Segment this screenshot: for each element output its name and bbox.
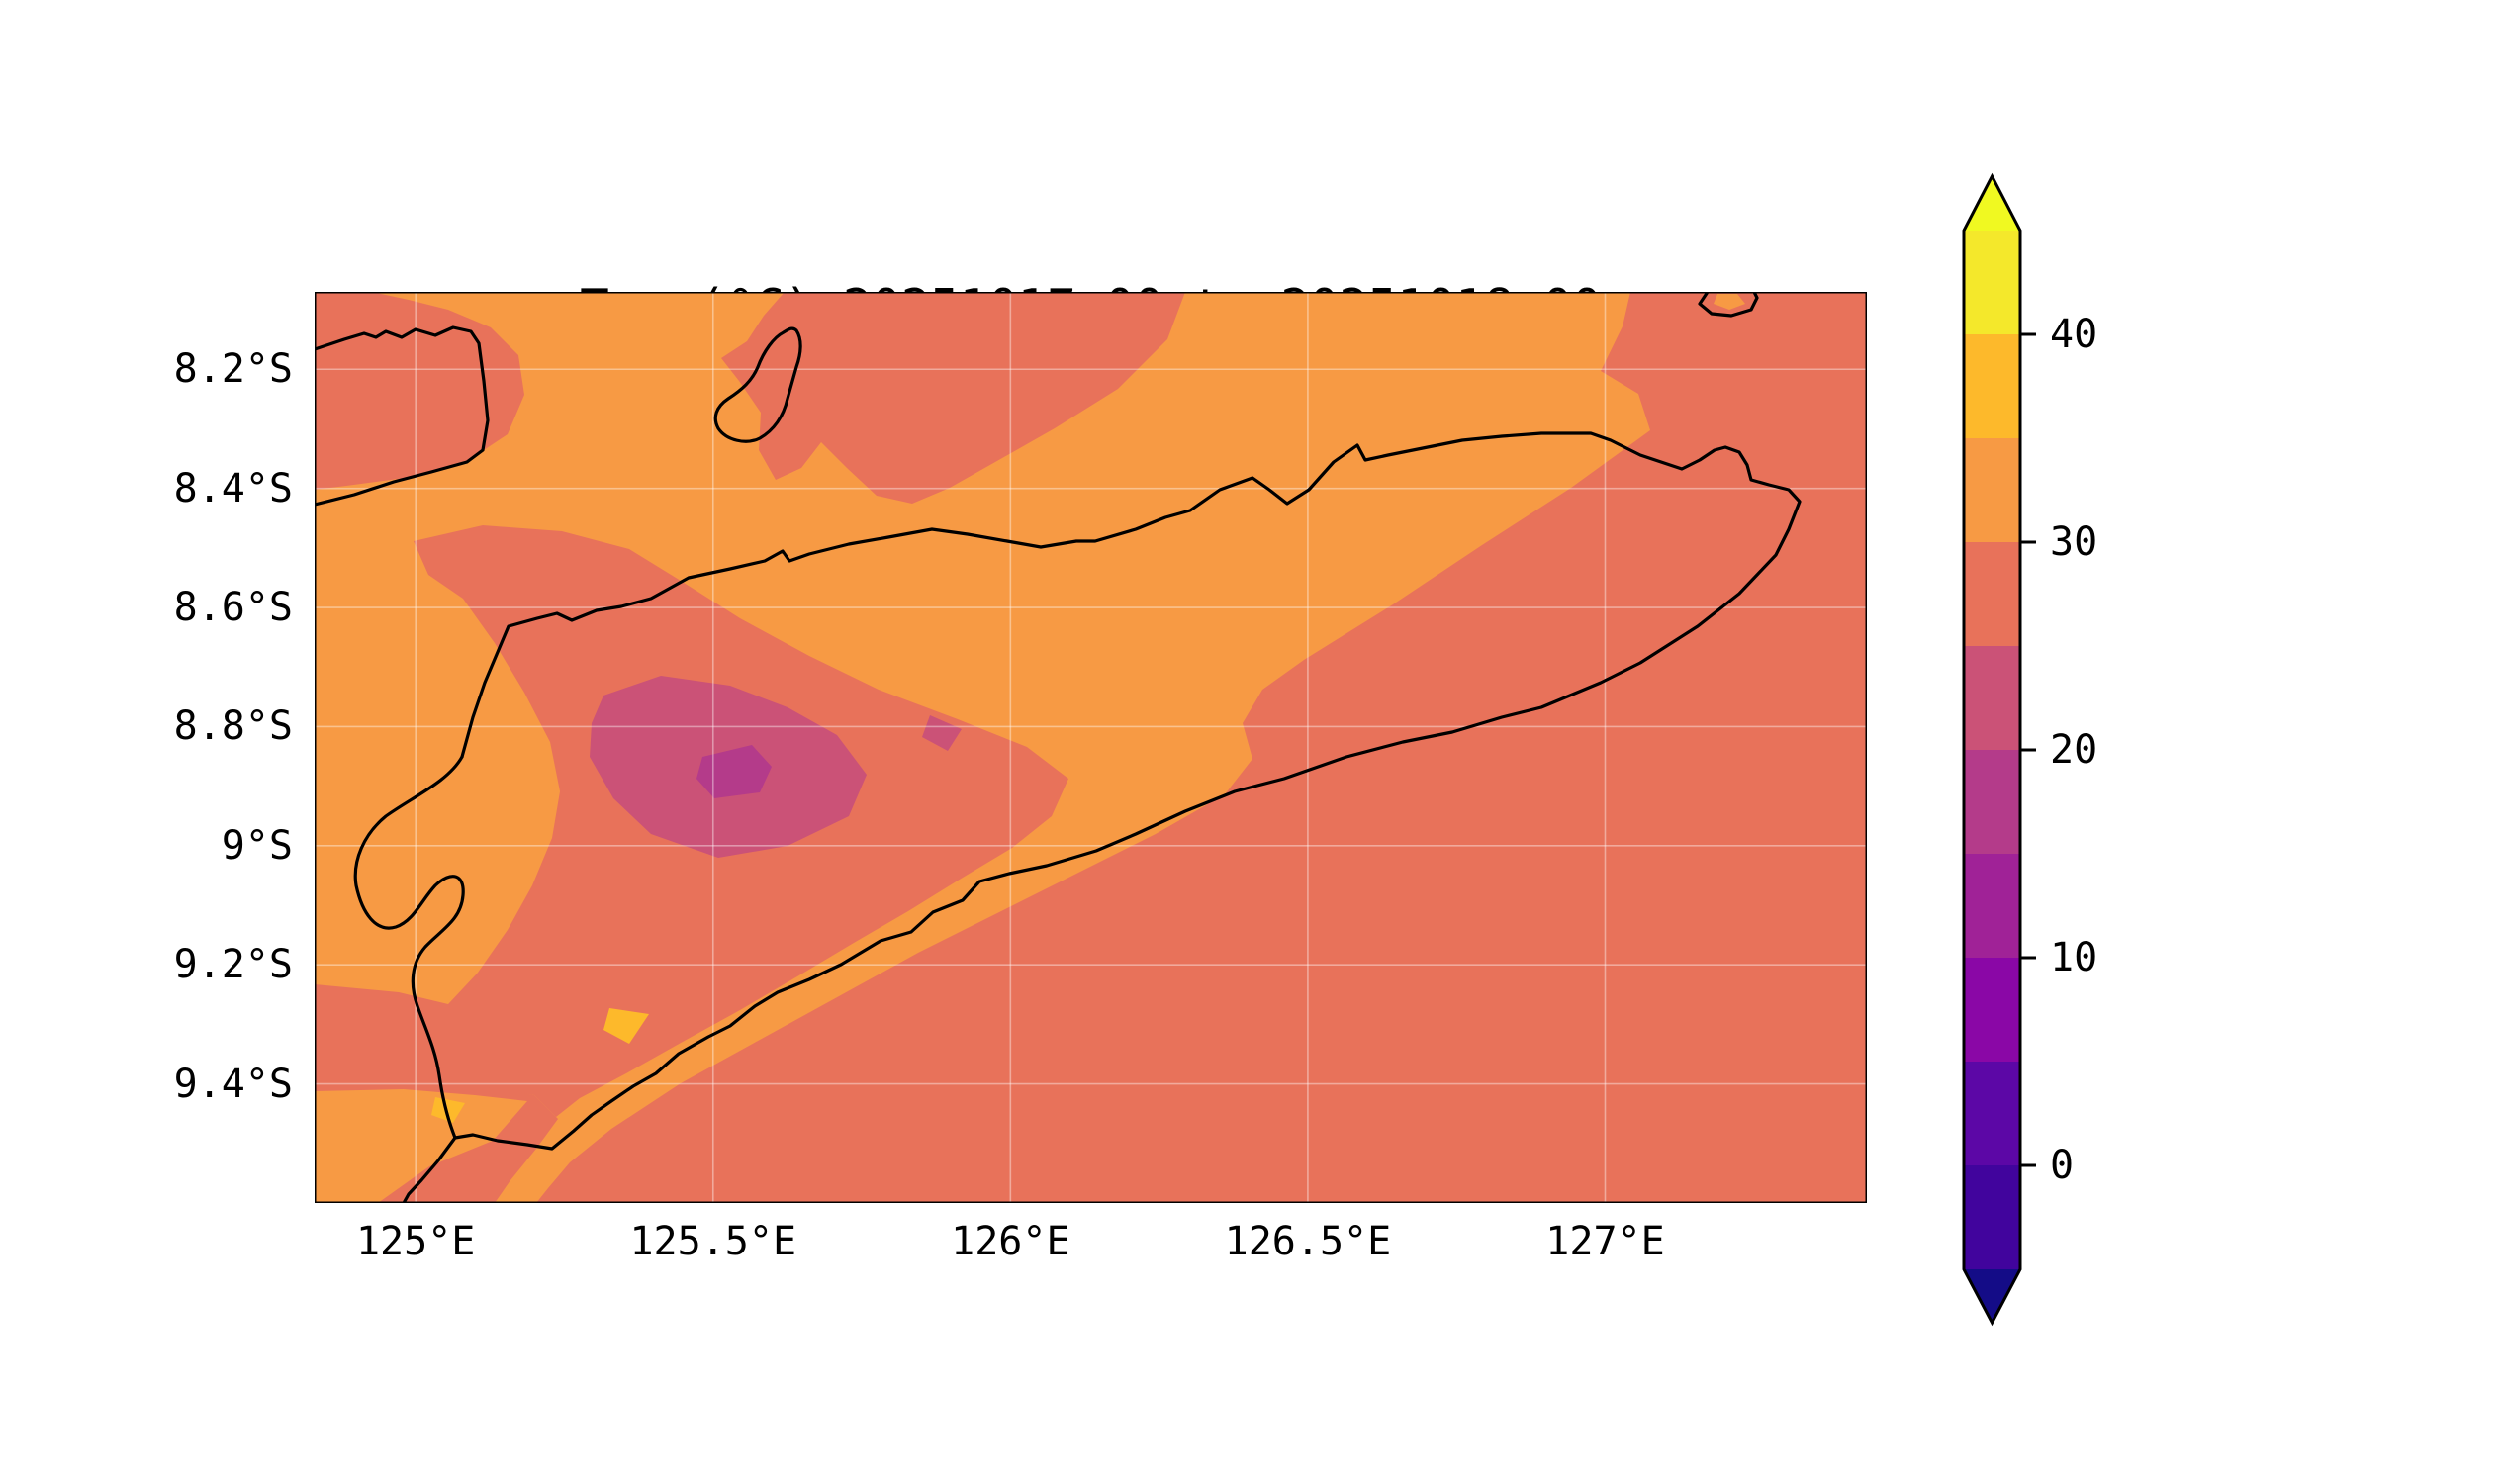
colorbar-svg <box>1962 172 2036 1327</box>
colorbar-band <box>1964 1062 2020 1165</box>
y-tick-label: 9.4°S <box>173 1061 293 1107</box>
colorbar-tick-label: 30 <box>2050 519 2098 565</box>
colorbar-band <box>1964 750 2020 854</box>
colorbar-band <box>1964 958 2020 1062</box>
y-tick-label: 8.6°S <box>173 585 293 631</box>
colorbar: 0 10 20 30 40 <box>1939 158 2236 1365</box>
fill-magenta-core <box>696 745 772 798</box>
colorbar-tick-label: 10 <box>2050 935 2098 980</box>
coastline-west-timor-inlet <box>353 755 465 1140</box>
map-axes <box>315 292 1867 1203</box>
fill-kisar-island <box>1714 294 1745 310</box>
x-tick-label: 125°E <box>355 1219 476 1264</box>
contour-map <box>315 292 1867 1203</box>
fill-salmon-atauro-wedge <box>721 292 1185 504</box>
fill-amber-hotspot-2 <box>431 1097 465 1123</box>
colorbar-outline <box>1962 172 2022 1327</box>
colorbar-tick-label: 40 <box>2050 312 2098 357</box>
colorbar-extend-under <box>1964 1269 2020 1323</box>
coastline-atauro-island <box>713 326 802 443</box>
x-tick-label: 126.5°E <box>1224 1219 1392 1264</box>
coastline-timor-main <box>402 431 1802 1203</box>
colorbar-band <box>1964 542 2020 646</box>
colorbar-tick-label: 0 <box>2050 1143 2075 1188</box>
y-tick-label: 8.4°S <box>173 465 293 511</box>
y-tick-label: 8.2°S <box>173 346 293 393</box>
colorbar-extend-over <box>1964 176 2020 231</box>
coastline-alor-island <box>315 325 490 507</box>
x-tick-label: 126°E <box>951 1219 1070 1264</box>
x-tick-label: 125.5°E <box>629 1219 797 1264</box>
colorbar-band <box>1964 231 2020 334</box>
y-tick-label: 8.8°S <box>173 703 293 750</box>
colorbar-band <box>1964 334 2020 438</box>
fill-amber-hotspot-1 <box>603 1008 649 1044</box>
x-tick-label: 127°E <box>1545 1219 1665 1264</box>
colorbar-band <box>1964 854 2020 958</box>
fill-orange-30-35-sw-corner <box>315 1089 527 1203</box>
gridlines <box>315 292 1867 1203</box>
fill-rose-diamond <box>922 715 962 751</box>
colorbar-band <box>1964 646 2020 750</box>
fill-salmon-alor-block <box>315 292 524 490</box>
colorbar-tick-label: 20 <box>2050 727 2098 773</box>
colorbar-band <box>1964 438 2020 542</box>
y-tick-label: 9.2°S <box>173 942 293 988</box>
colorbar-band <box>1964 1165 2020 1269</box>
coastline-kisar-island <box>1698 292 1759 318</box>
y-tick-label: 9°S <box>221 822 293 869</box>
